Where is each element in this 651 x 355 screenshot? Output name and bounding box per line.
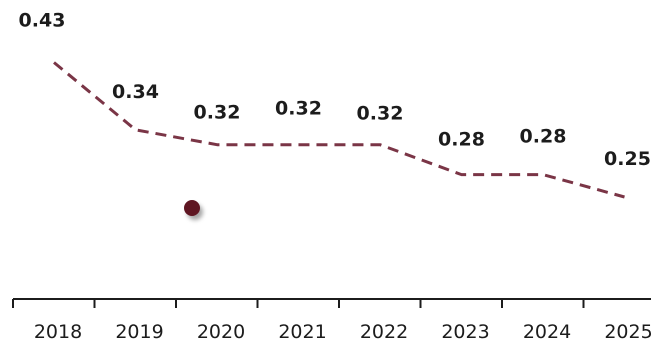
x-tick-label-2023: 2023 — [441, 321, 489, 343]
series-layer — [53, 61, 625, 199]
data-label-2025: 0.25 — [604, 148, 651, 170]
data-label-2018: 0.43 — [19, 10, 66, 32]
series-line — [53, 61, 625, 199]
x-tick-label-2025: 2025 — [604, 321, 651, 343]
data-labels: 0.43 0.34 0.32 0.32 0.32 0.28 0.28 0.25 — [19, 10, 651, 170]
x-tick-label-2019: 2019 — [115, 321, 163, 343]
data-label-2022: 0.32 — [357, 103, 404, 125]
x-axis: 2018 2019 2020 2021 2022 2023 2024 2025 — [12, 298, 651, 343]
data-label-2021: 0.32 — [275, 98, 322, 120]
data-label-2023: 0.28 — [438, 129, 485, 151]
x-tick-label-2021: 2021 — [278, 321, 326, 343]
x-tick-label-2022: 2022 — [360, 321, 408, 343]
x-tick-label-2020: 2020 — [197, 321, 245, 343]
data-label-2024: 0.28 — [520, 126, 567, 148]
x-tick-label-2018: 2018 — [34, 321, 82, 343]
data-label-2019: 0.34 — [112, 81, 159, 103]
series-marker — [184, 200, 200, 216]
data-label-2020: 0.32 — [194, 102, 241, 124]
x-tick-label-2024: 2024 — [523, 321, 571, 343]
